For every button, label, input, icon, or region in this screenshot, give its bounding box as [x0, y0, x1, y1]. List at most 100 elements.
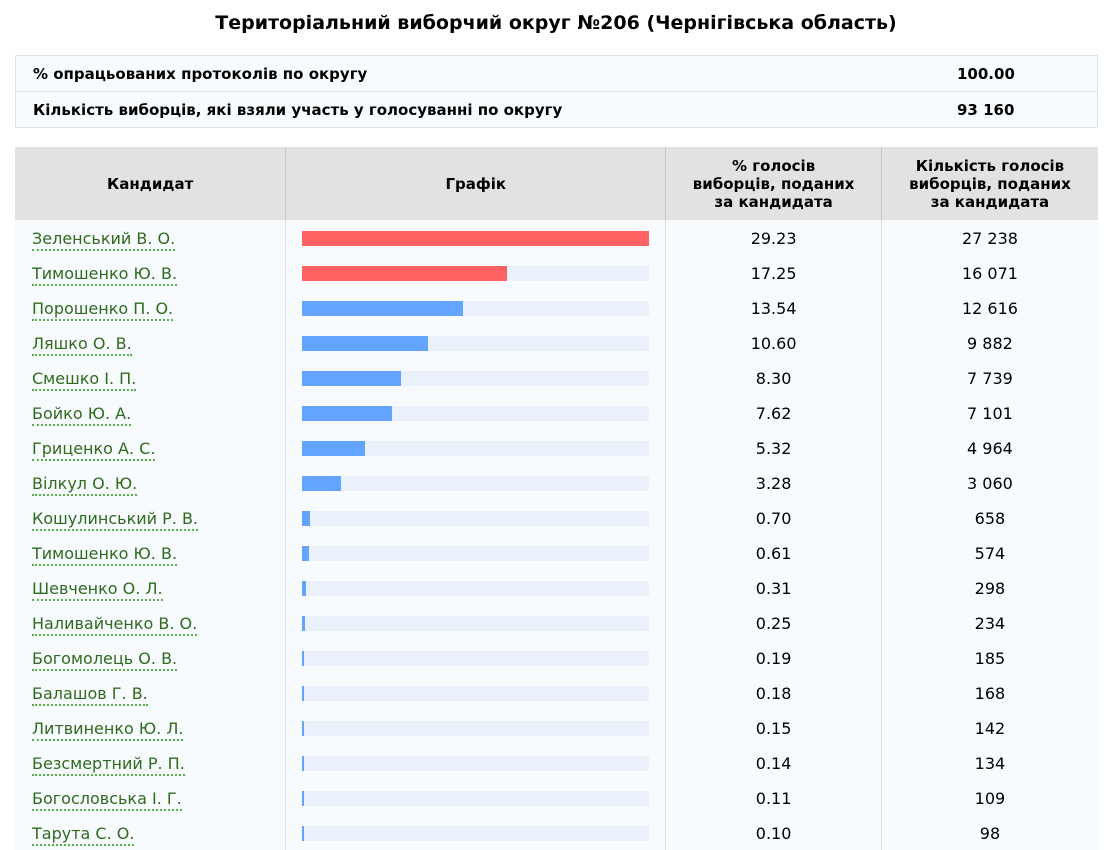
bar-track: [302, 266, 650, 281]
bar-track: [302, 686, 650, 701]
candidate-link[interactable]: Кошулинський Р. В.: [32, 509, 198, 531]
votes-cell: 109: [974, 789, 1006, 808]
candidate-cell: Ляшко О. В.: [15, 326, 287, 361]
table-row: Смешко І. П. 8.30 7 739: [15, 361, 1098, 396]
bar-fill: [302, 791, 305, 806]
table-row: Гриценко А. С. 5.32 4 964: [15, 431, 1098, 466]
bar-track: [302, 826, 650, 841]
graph-cell: [285, 676, 667, 711]
candidate-link[interactable]: Литвиненко Ю. Л.: [32, 719, 184, 741]
candidate-link[interactable]: Богословська І. Г.: [32, 789, 182, 811]
graph-cell: [285, 396, 667, 431]
votes-cell: 16 071: [961, 264, 1018, 283]
candidate-cell: Гриценко А. С.: [15, 431, 287, 466]
summary-row-processed: % опрацьованих протоколів по округу 100.…: [15, 55, 1098, 92]
candidate-link[interactable]: Вілкул О. Ю.: [32, 474, 138, 496]
summary-value: 93 160: [957, 91, 1098, 128]
header-votes: Кількість голосів виборців, поданих за кан…: [881, 147, 1098, 220]
candidate-cell: Зеленський В. О.: [15, 220, 287, 256]
votes-cell: 168: [974, 684, 1006, 703]
graph-cell: [285, 501, 667, 536]
bar-track: [302, 791, 650, 806]
table-row: Шевченко О. Л. 0.31 298: [15, 571, 1098, 606]
percent-cell: 8.30: [665, 361, 882, 396]
votes-cell: 574: [974, 544, 1006, 563]
candidate-cell: Балашов Г. В.: [15, 676, 287, 711]
graph-cell: [285, 291, 667, 326]
bar-track: [302, 231, 650, 246]
table-row: Литвиненко Ю. Л. 0.15 142: [15, 711, 1098, 746]
graph-cell: [285, 431, 667, 466]
summary-label: Кількість виборців, які взяли участь у г…: [15, 91, 957, 128]
percent-cell: 5.32: [665, 431, 882, 466]
table-row: Кошулинський Р. В. 0.70 658: [15, 501, 1098, 536]
bar-track: [302, 581, 650, 596]
votes-cell: 98: [979, 824, 1001, 843]
votes-cell: 7 101: [967, 404, 1013, 423]
bar-track: [302, 546, 650, 561]
candidate-cell: Литвиненко Ю. Л.: [15, 711, 287, 746]
candidate-cell: Бойко Ю. А.: [15, 396, 287, 431]
candidate-link[interactable]: Тимошенко Ю. В.: [32, 544, 178, 566]
table-row: Ляшко О. В. 10.60 9 882: [15, 326, 1098, 361]
percent-cell: 0.10: [665, 816, 882, 850]
candidate-link[interactable]: Тимошенко Ю. В.: [32, 264, 178, 286]
candidate-cell: Тимошенко Ю. В.: [15, 256, 287, 291]
table-row: Порошенко П. О. 13.54 12 616: [15, 291, 1098, 326]
table-row: Тарута С. О. 0.10 98: [15, 816, 1098, 850]
candidate-link[interactable]: Безсмертний Р. П.: [32, 754, 185, 776]
candidate-cell: Кошулинський Р. В.: [15, 501, 287, 536]
bar-fill: [302, 336, 429, 351]
candidate-link[interactable]: Тарута С. О.: [32, 824, 135, 846]
graph-cell: [285, 326, 667, 361]
votes-cell: 134: [974, 754, 1006, 773]
graph-cell: [285, 606, 667, 641]
votes-cell: 9 882: [967, 334, 1013, 353]
summary-row-turnout: Кількість виборців, які взяли участь у г…: [15, 91, 1098, 128]
votes-cell: 4 964: [967, 439, 1013, 458]
graph-cell: [285, 220, 667, 256]
percent-cell: 0.18: [665, 676, 882, 711]
header-percent-line: виборців, поданих: [692, 174, 855, 193]
candidate-cell: Смешко І. П.: [15, 361, 287, 396]
candidate-link[interactable]: Смешко І. П.: [32, 369, 137, 391]
table-row: Зеленський В. О. 29.23 27 238: [15, 220, 1098, 256]
bar-track: [302, 511, 650, 526]
candidate-cell: Порошенко П. О.: [15, 291, 287, 326]
table-row: Безсмертний Р. П. 0.14 134: [15, 746, 1098, 781]
candidate-link[interactable]: Гриценко А. С.: [32, 439, 156, 461]
candidate-link[interactable]: Богомолець О. В.: [32, 649, 178, 671]
candidate-link[interactable]: Бойко Ю. А.: [32, 404, 132, 426]
header-graph: Графік: [285, 147, 667, 220]
percent-cell: 0.25: [665, 606, 882, 641]
bar-fill: [302, 231, 650, 246]
percent-cell: 3.28: [665, 466, 882, 501]
percent-cell: 0.14: [665, 746, 882, 781]
percent-cell: 7.62: [665, 396, 882, 431]
bar-fill: [302, 301, 464, 316]
bar-track: [302, 651, 650, 666]
bar-fill: [302, 406, 393, 421]
candidate-cell: Наливайченко В. О.: [15, 606, 287, 641]
bar-fill: [302, 441, 366, 456]
candidate-link[interactable]: Зеленський В. О.: [32, 229, 176, 251]
percent-cell: 29.23: [665, 220, 882, 256]
candidate-link[interactable]: Балашов Г. В.: [32, 684, 148, 706]
bar-fill: [302, 581, 307, 596]
graph-cell: [285, 536, 667, 571]
candidate-cell: Богомолець О. В.: [15, 641, 287, 676]
candidate-link[interactable]: Ляшко О. В.: [32, 334, 132, 356]
bar-fill: [302, 721, 305, 736]
summary-table: % опрацьованих протоколів по округу 100.…: [15, 55, 1098, 128]
table-row: Богословська І. Г. 0.11 109: [15, 781, 1098, 816]
graph-cell: [285, 466, 667, 501]
header-percent: % голосів виборців, поданих за кандидата: [665, 147, 882, 220]
candidate-link[interactable]: Порошенко П. О.: [32, 299, 174, 321]
header-percent-line: % голосів: [731, 156, 816, 175]
graph-cell: [285, 361, 667, 396]
results-body: Зеленський В. О. 29.23 27 238 Тимошенко Ю. …: [15, 220, 1098, 850]
candidate-link[interactable]: Шевченко О. Л.: [32, 579, 163, 601]
summary-label: % опрацьованих протоколів по округу: [15, 55, 957, 92]
graph-cell: [285, 256, 667, 291]
candidate-link[interactable]: Наливайченко В. О.: [32, 614, 198, 636]
